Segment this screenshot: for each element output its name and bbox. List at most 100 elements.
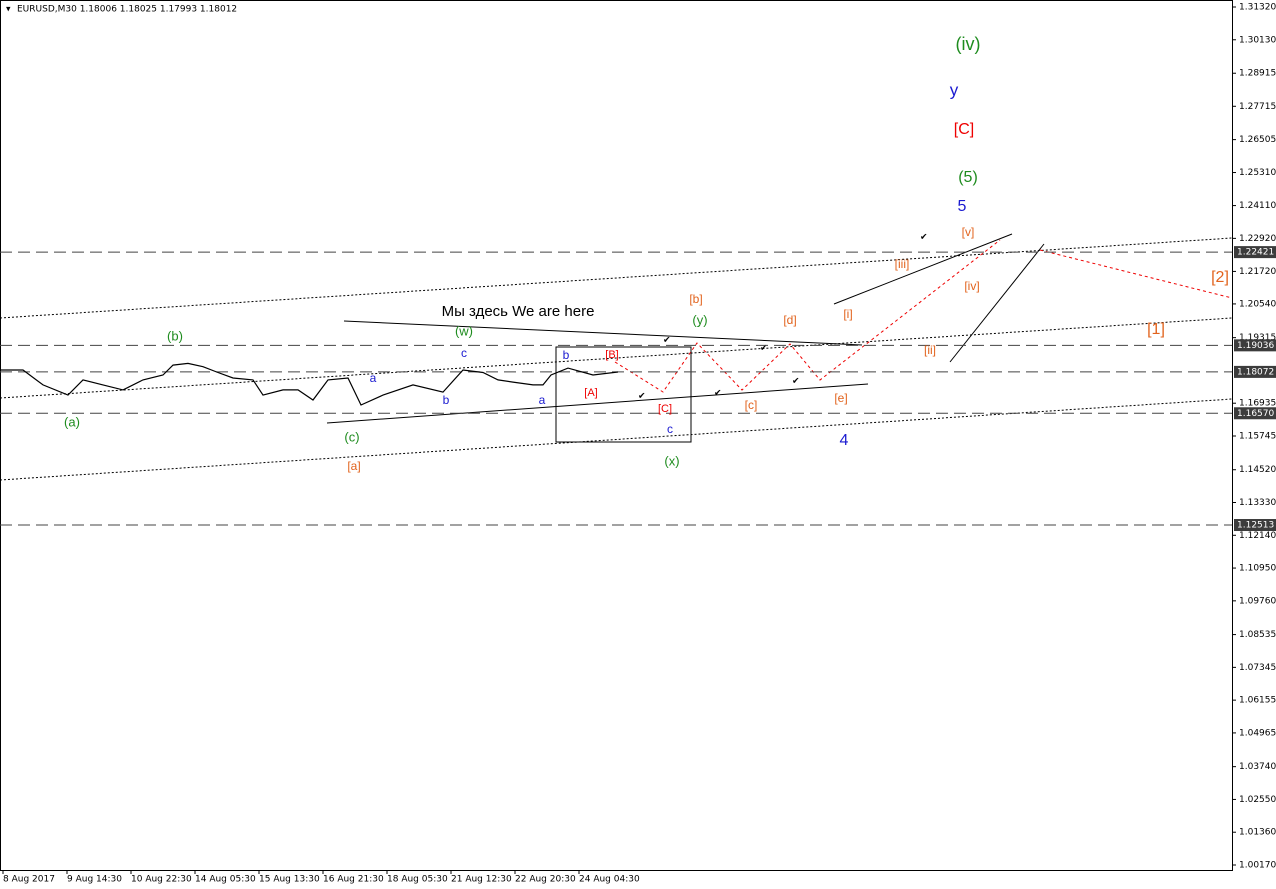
wave-label: a (539, 393, 546, 407)
plot-frame (0, 0, 1233, 871)
wave-label: (y) (692, 312, 707, 327)
check-marks: ✔ ✔ ✔ ✔ ✔ ✔ (638, 233, 928, 402)
channel-line (0, 317, 1233, 399)
y-tick-label: 1.02550 (1239, 795, 1276, 805)
trend-line (326, 383, 869, 424)
x-tick-label: 8 Aug 2017 (3, 875, 55, 885)
y-tick-label: 1.21720 (1239, 267, 1276, 277)
channel-line (0, 237, 1233, 319)
x-tick-label: 16 Aug 21:30 (323, 875, 384, 885)
wave-label: [C] (954, 121, 974, 138)
wave-label: [C] (658, 403, 672, 415)
level-label: 1.22421 (1237, 248, 1274, 258)
wave-label: [iii] (895, 257, 910, 271)
level-label-bg (1234, 407, 1276, 420)
y-tick-label: 1.30130 (1239, 35, 1276, 45)
wave-label: (a) (64, 414, 80, 429)
y-tick-label: 1.28915 (1239, 69, 1276, 79)
level-label: 1.16570 (1237, 409, 1274, 419)
y-tick-label: 1.09760 (1239, 596, 1276, 606)
drawings (0, 233, 1233, 481)
check-mark: ✔ (638, 392, 646, 402)
trend-line (833, 233, 1013, 305)
y-tick-label: 1.22920 (1239, 234, 1276, 244)
wave-label: [B] (605, 349, 618, 361)
y-tick-label: 1.19315 (1239, 333, 1276, 343)
wave-label: [b] (689, 292, 702, 306)
wave-label: Мы здесь We are here (442, 303, 595, 320)
y-tick-label: 1.25310 (1239, 168, 1276, 178)
x-tick-label: 10 Aug 22:30 (131, 875, 192, 885)
header: ▾ (6, 5, 11, 15)
check-mark: ✔ (920, 233, 928, 243)
wave-label: [a] (347, 459, 360, 473)
check-mark: ✔ (714, 389, 722, 399)
y-tick-label: 1.10950 (1239, 564, 1276, 574)
wave-label: [1] (1147, 321, 1165, 338)
y-tick-label: 1.01360 (1239, 828, 1276, 838)
wave-label: (5) (958, 169, 978, 186)
check-mark: ✔ (760, 344, 768, 354)
level-label-bg (1234, 246, 1276, 259)
y-tick-label: 1.08535 (1239, 630, 1276, 640)
y-tick-label: 1.26505 (1239, 135, 1276, 145)
y-tick-label: 1.04965 (1239, 728, 1276, 738)
x-tick-label: 14 Aug 05:30 (195, 875, 256, 885)
focus-box (555, 346, 692, 443)
channel-line (0, 398, 1233, 481)
y-tick-label: 1.24110 (1239, 201, 1276, 211)
wave-label: c (667, 422, 673, 436)
wave-label: (c) (344, 429, 359, 444)
wave-label: [c] (745, 398, 758, 412)
price-line (0, 362, 619, 406)
y-tick-label: 1.12140 (1239, 531, 1276, 541)
y-tick-label: 1.20540 (1239, 299, 1276, 309)
level-label-bg (1234, 365, 1276, 378)
wave-label: (iv) (956, 34, 981, 54)
y-tick-label: 1.13330 (1239, 498, 1276, 508)
wave-label: [i] (843, 307, 852, 321)
level-label: 1.19036 (1237, 341, 1274, 351)
wave-label: (x) (664, 453, 679, 468)
wave-label: 5 (958, 198, 967, 215)
x-tick-label: 9 Aug 14:30 (67, 875, 122, 885)
wave-label: b (563, 348, 570, 362)
level-label-bg (1234, 339, 1276, 352)
wave-label: [d] (783, 313, 796, 327)
wave-label: [2] (1211, 269, 1229, 286)
wave-label: [e] (834, 391, 847, 405)
y-tick-label: 1.14520 (1239, 465, 1276, 475)
wave-label: [ii] (924, 343, 936, 357)
trend-line (343, 320, 863, 346)
x-tick-label: 24 Aug 04:30 (579, 875, 640, 885)
x-tick-label: 18 Aug 05:30 (387, 875, 448, 885)
projection (614, 239, 1001, 393)
level-label-bg (1234, 519, 1276, 532)
wave-label: 4 (840, 432, 849, 449)
check-mark: ✔ (663, 336, 671, 346)
wave-label: y (950, 80, 959, 99)
wave-label: (w) (455, 323, 473, 338)
y-tick-label: 1.07345 (1239, 663, 1276, 673)
y-tick-label: 1.00170 (1239, 860, 1276, 870)
wave-label: [iv] (964, 279, 979, 293)
level-label: 1.12513 (1237, 521, 1274, 531)
check-mark: ✔ (792, 377, 800, 387)
level-label: 1.18072 (1237, 367, 1274, 377)
wave-label: a (370, 371, 377, 385)
y-tick-label: 1.16935 (1239, 399, 1276, 409)
wave-label: [v] (962, 225, 975, 239)
header: EURUSD,M30 1.18006 1.18025 1.17993 1.180… (17, 5, 237, 15)
y-tick-label: 1.31320 (1239, 2, 1276, 12)
y-tick-label: 1.15745 (1239, 431, 1276, 441)
wave-label: c (461, 346, 467, 360)
x-tick-label: 15 Aug 13:30 (259, 875, 320, 885)
trend-line (949, 243, 1045, 363)
wave-label: [A] (584, 387, 597, 399)
wave-label: b (443, 393, 450, 407)
wave-label: (b) (167, 328, 183, 343)
projection (1039, 249, 1233, 299)
y-tick-label: 1.27715 (1239, 102, 1276, 112)
y-tick-label: 1.06155 (1239, 696, 1276, 706)
